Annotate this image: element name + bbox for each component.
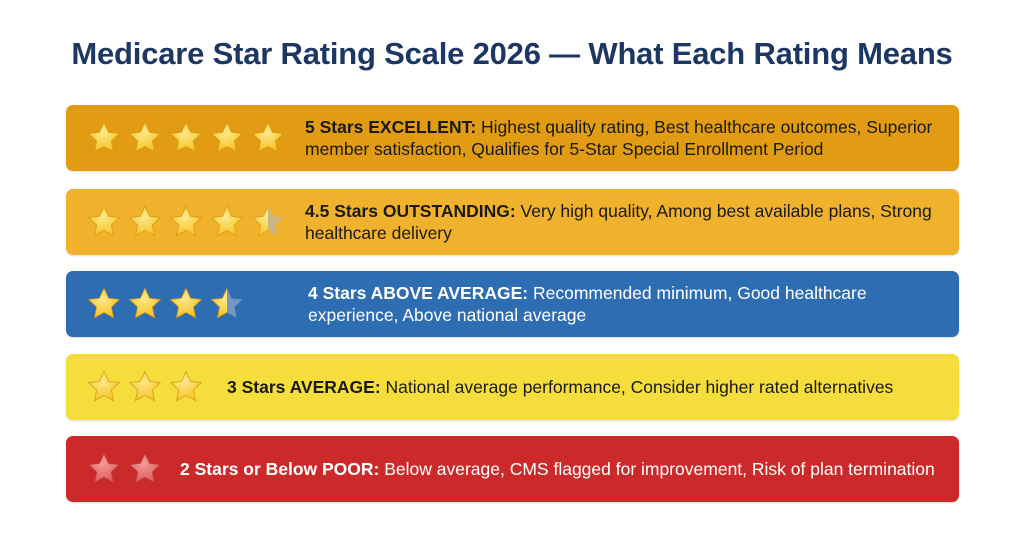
rating-label: 4 Stars ABOVE AVERAGE: bbox=[308, 283, 529, 303]
star-icon bbox=[128, 370, 162, 402]
rating-text: Very high quality, Among best available … bbox=[305, 201, 932, 243]
rating-row-4-stars: 4 Stars ABOVE AVERAGE: Recommended minim… bbox=[66, 271, 959, 337]
rating-description: 2 Stars or Below POOR: Below average, CM… bbox=[180, 458, 949, 480]
star-icon bbox=[169, 205, 203, 237]
star-icon bbox=[87, 370, 121, 402]
rating-row-4-5-stars: 4.5 Stars OUTSTANDING: Very high quality… bbox=[66, 189, 959, 255]
star-group bbox=[66, 286, 250, 322]
star-group bbox=[66, 204, 291, 240]
star-icon bbox=[251, 121, 285, 153]
star-icon bbox=[87, 452, 121, 484]
star-group bbox=[66, 451, 168, 487]
page-title: Medicare Star Rating Scale 2026 — What E… bbox=[71, 36, 953, 71]
star-icon bbox=[128, 205, 162, 237]
star-icon bbox=[169, 287, 203, 319]
star-icon bbox=[128, 121, 162, 153]
rating-text: Highest quality rating, Best healthcare … bbox=[305, 117, 933, 159]
star-icon bbox=[87, 287, 121, 319]
rating-description: 3 Stars AVERAGE: National average perfor… bbox=[227, 376, 907, 398]
star-icon bbox=[87, 121, 121, 153]
star-icon bbox=[169, 370, 203, 402]
rating-label: 4.5 Stars OUTSTANDING: bbox=[305, 201, 516, 221]
star-icon bbox=[210, 205, 244, 237]
rating-row-2-stars: 2 Stars or Below POOR: Below average, CM… bbox=[66, 436, 959, 502]
rating-description: 4 Stars ABOVE AVERAGE: Recommended minim… bbox=[308, 282, 959, 326]
star-group bbox=[66, 120, 291, 156]
star-icon bbox=[169, 121, 203, 153]
rating-row-5-stars: 5 Stars EXCELLENT: Highest quality ratin… bbox=[66, 105, 959, 171]
rating-description: 5 Stars EXCELLENT: Highest quality ratin… bbox=[305, 116, 959, 160]
rating-text: National average performance, Consider h… bbox=[380, 377, 894, 397]
star-icon bbox=[251, 205, 284, 237]
rating-text: Recommended minimum, Good healthcare exp… bbox=[308, 283, 867, 325]
star-icon bbox=[87, 205, 121, 237]
star-icon bbox=[210, 287, 243, 319]
rating-text: Below average, CMS flagged for improveme… bbox=[379, 459, 935, 479]
star-icon bbox=[128, 452, 162, 484]
star-icon bbox=[128, 287, 162, 319]
rating-description: 4.5 Stars OUTSTANDING: Very high quality… bbox=[305, 200, 959, 244]
rating-label: 3 Stars AVERAGE: bbox=[227, 377, 381, 397]
star-group bbox=[66, 369, 209, 405]
rating-label: 2 Stars or Below POOR: bbox=[180, 459, 380, 479]
rating-row-3-stars: 3 Stars AVERAGE: National average perfor… bbox=[66, 354, 959, 420]
star-icon bbox=[210, 121, 244, 153]
rating-label: 5 Stars EXCELLENT: bbox=[305, 117, 477, 137]
